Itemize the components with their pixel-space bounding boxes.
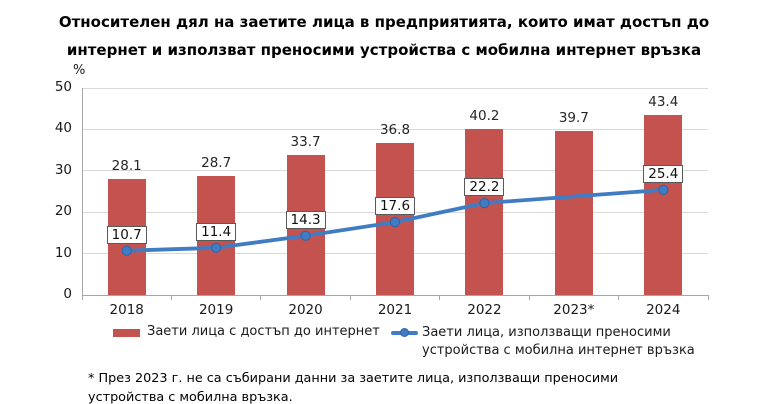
line-value-label: 17.6 xyxy=(375,197,415,216)
line-value-label: 25.4 xyxy=(643,164,684,183)
footnote-line-2: устройства с мобилна връзка. xyxy=(88,390,293,404)
legend-line-marker-icon xyxy=(400,328,409,337)
x-axis-label-2022: 2022 xyxy=(467,302,502,318)
bar-value-label-2019: 28.7 xyxy=(201,155,232,172)
line-value-label: 14.3 xyxy=(285,210,326,229)
x-axis-tick xyxy=(349,295,351,300)
y-axis-tick-label-20: 20 xyxy=(54,203,72,220)
y-axis-tick-label-40: 40 xyxy=(54,120,72,137)
x-axis-tick xyxy=(260,295,262,300)
gridline-y-50 xyxy=(82,87,708,89)
x-axis-label-2020: 2020 xyxy=(288,302,323,318)
chart-title: Относителен дял на заетите лица в предпр… xyxy=(0,8,768,64)
line-value-label: 10.7 xyxy=(106,225,147,244)
gridline-y-40 xyxy=(82,128,708,130)
y-axis-unit-label: % xyxy=(73,63,86,78)
y-axis-tick-label-30: 30 xyxy=(54,161,72,178)
bar-value-label-2022: 40.2 xyxy=(469,107,500,124)
bar-2021 xyxy=(376,142,414,295)
y-axis-tick-label-0: 0 xyxy=(63,286,72,302)
bar-value-label-2021: 36.8 xyxy=(379,121,411,138)
x-axis-tick xyxy=(81,295,83,300)
y-axis-line xyxy=(81,88,83,295)
bar-value-label-2020: 33.7 xyxy=(290,134,321,151)
x-axis-tick xyxy=(170,295,172,300)
x-axis-tick xyxy=(618,295,620,300)
x-axis-tick xyxy=(528,295,530,300)
x-axis-label-2023*: 2023* xyxy=(553,302,595,318)
x-axis-label-2018: 2018 xyxy=(109,302,144,318)
footnote: * През 2023 г. не са събирани данни за з… xyxy=(88,369,618,404)
bar-value-label-2024: 43.4 xyxy=(648,94,679,111)
chart-title-line-1: Относителен дял на заетите лица в предпр… xyxy=(58,13,710,31)
legend-bar-swatch xyxy=(113,329,140,337)
bar-value-label-2023*: 39.7 xyxy=(558,109,589,126)
y-axis-tick-label-10: 10 xyxy=(54,244,72,261)
bar-value-label-2018: 28.1 xyxy=(111,157,142,174)
line-value-label: 11.4 xyxy=(196,222,237,241)
x-axis-label-2019: 2019 xyxy=(198,302,234,318)
gridline-y-0 xyxy=(82,294,708,296)
x-axis-tick xyxy=(707,295,709,300)
line-value-label: 22.2 xyxy=(464,178,505,197)
bar-2024 xyxy=(644,115,683,295)
footnote-line-1: * През 2023 г. не са събирани данни за з… xyxy=(88,371,619,386)
x-axis-label-2021: 2021 xyxy=(377,302,413,318)
x-axis-label-2024: 2024 xyxy=(646,302,681,318)
legend-line-label: Заети лица, използващи преносими устройс… xyxy=(422,324,695,360)
bar-2023* xyxy=(554,130,593,295)
legend-bar-label: Заети лица с достъп до интернет xyxy=(147,324,380,339)
y-axis-tick-label-50: 50 xyxy=(54,79,72,95)
legend-line-label-line-1: Заети лица, използващи преносими xyxy=(422,325,671,340)
bar-2022 xyxy=(465,128,504,295)
x-axis-tick xyxy=(439,295,441,300)
legend-line-label-line-2: устройства с мобилна интернет връзка xyxy=(422,343,695,358)
chart-title-line-2: интернет и използват преносими устройств… xyxy=(66,41,702,59)
